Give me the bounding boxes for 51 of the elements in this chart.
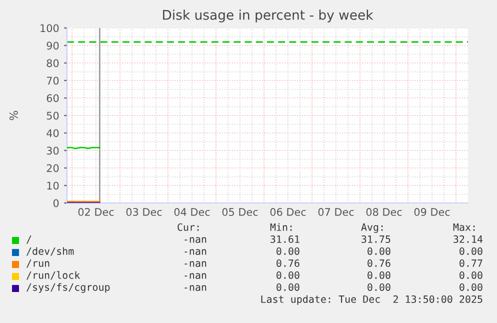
legend-label: /run (26, 259, 50, 268)
y-tick-label: 20 (46, 164, 59, 172)
text: 0.00 (276, 247, 300, 255)
y-tick-label: 80 (46, 59, 59, 68)
text: Avg: (361, 223, 383, 233)
text: 0.00 (368, 283, 390, 291)
text: -nan (184, 273, 206, 279)
y-tick-label: 70 (46, 76, 59, 85)
chart-title: Disk usage in percent - by week (163, 10, 374, 22)
legend-label: /run/lock (26, 271, 80, 280)
legend-label: / (26, 235, 32, 244)
text: -nan (184, 249, 206, 255)
y-tick-label: 100 (40, 24, 59, 32)
y-axis-title: % (9, 110, 18, 120)
text: 0.00 (460, 283, 482, 291)
text: -nan (184, 285, 206, 291)
legend-label: /dev/shm (26, 247, 74, 256)
text: 0.76 (368, 259, 390, 267)
text: 0.00 (460, 247, 482, 255)
text: Last update: Tue Dec 2 13:50:00 2025 (261, 295, 482, 305)
text: 32.14 (454, 235, 483, 243)
y-tick-label: 0 (53, 199, 59, 208)
text: 0.00 (368, 271, 390, 279)
text: 0.76 (276, 259, 300, 267)
x-tick-label: 03 Dec (126, 208, 162, 216)
text: 0.77 (460, 259, 482, 267)
x-tick-label: 04 Dec (174, 208, 210, 216)
y-tick-label: 50 (46, 112, 59, 120)
text: Min: (270, 223, 292, 231)
text: 0.00 (276, 283, 300, 291)
text: 0.00 (460, 271, 482, 279)
legend-label: /sys/fs/cgroup (26, 283, 110, 293)
y-tick-label: 40 (46, 129, 59, 138)
x-tick-label: 02 Dec (78, 208, 114, 216)
x-tick-label: 06 Dec (270, 208, 306, 216)
y-tick-label: 10 (47, 182, 59, 190)
text: Cur: (178, 223, 199, 231)
text: -nan (184, 237, 206, 243)
y-tick-label: 60 (46, 94, 59, 102)
x-tick-label: 07 Dec (318, 208, 354, 216)
y-tick-label: 90 (46, 42, 59, 50)
x-tick-label: 05 Dec (222, 208, 258, 216)
x-tick-label: 08 Dec (366, 208, 402, 216)
text: 31.61 (270, 235, 300, 243)
text: 0.00 (368, 247, 390, 255)
text: -nan (184, 261, 206, 267)
text: Max: (453, 223, 475, 231)
text: 0.00 (276, 271, 300, 279)
text: 31.75 (362, 235, 390, 243)
y-tick-label: 30 (46, 146, 59, 155)
x-tick-label: 09 Dec (414, 208, 450, 216)
